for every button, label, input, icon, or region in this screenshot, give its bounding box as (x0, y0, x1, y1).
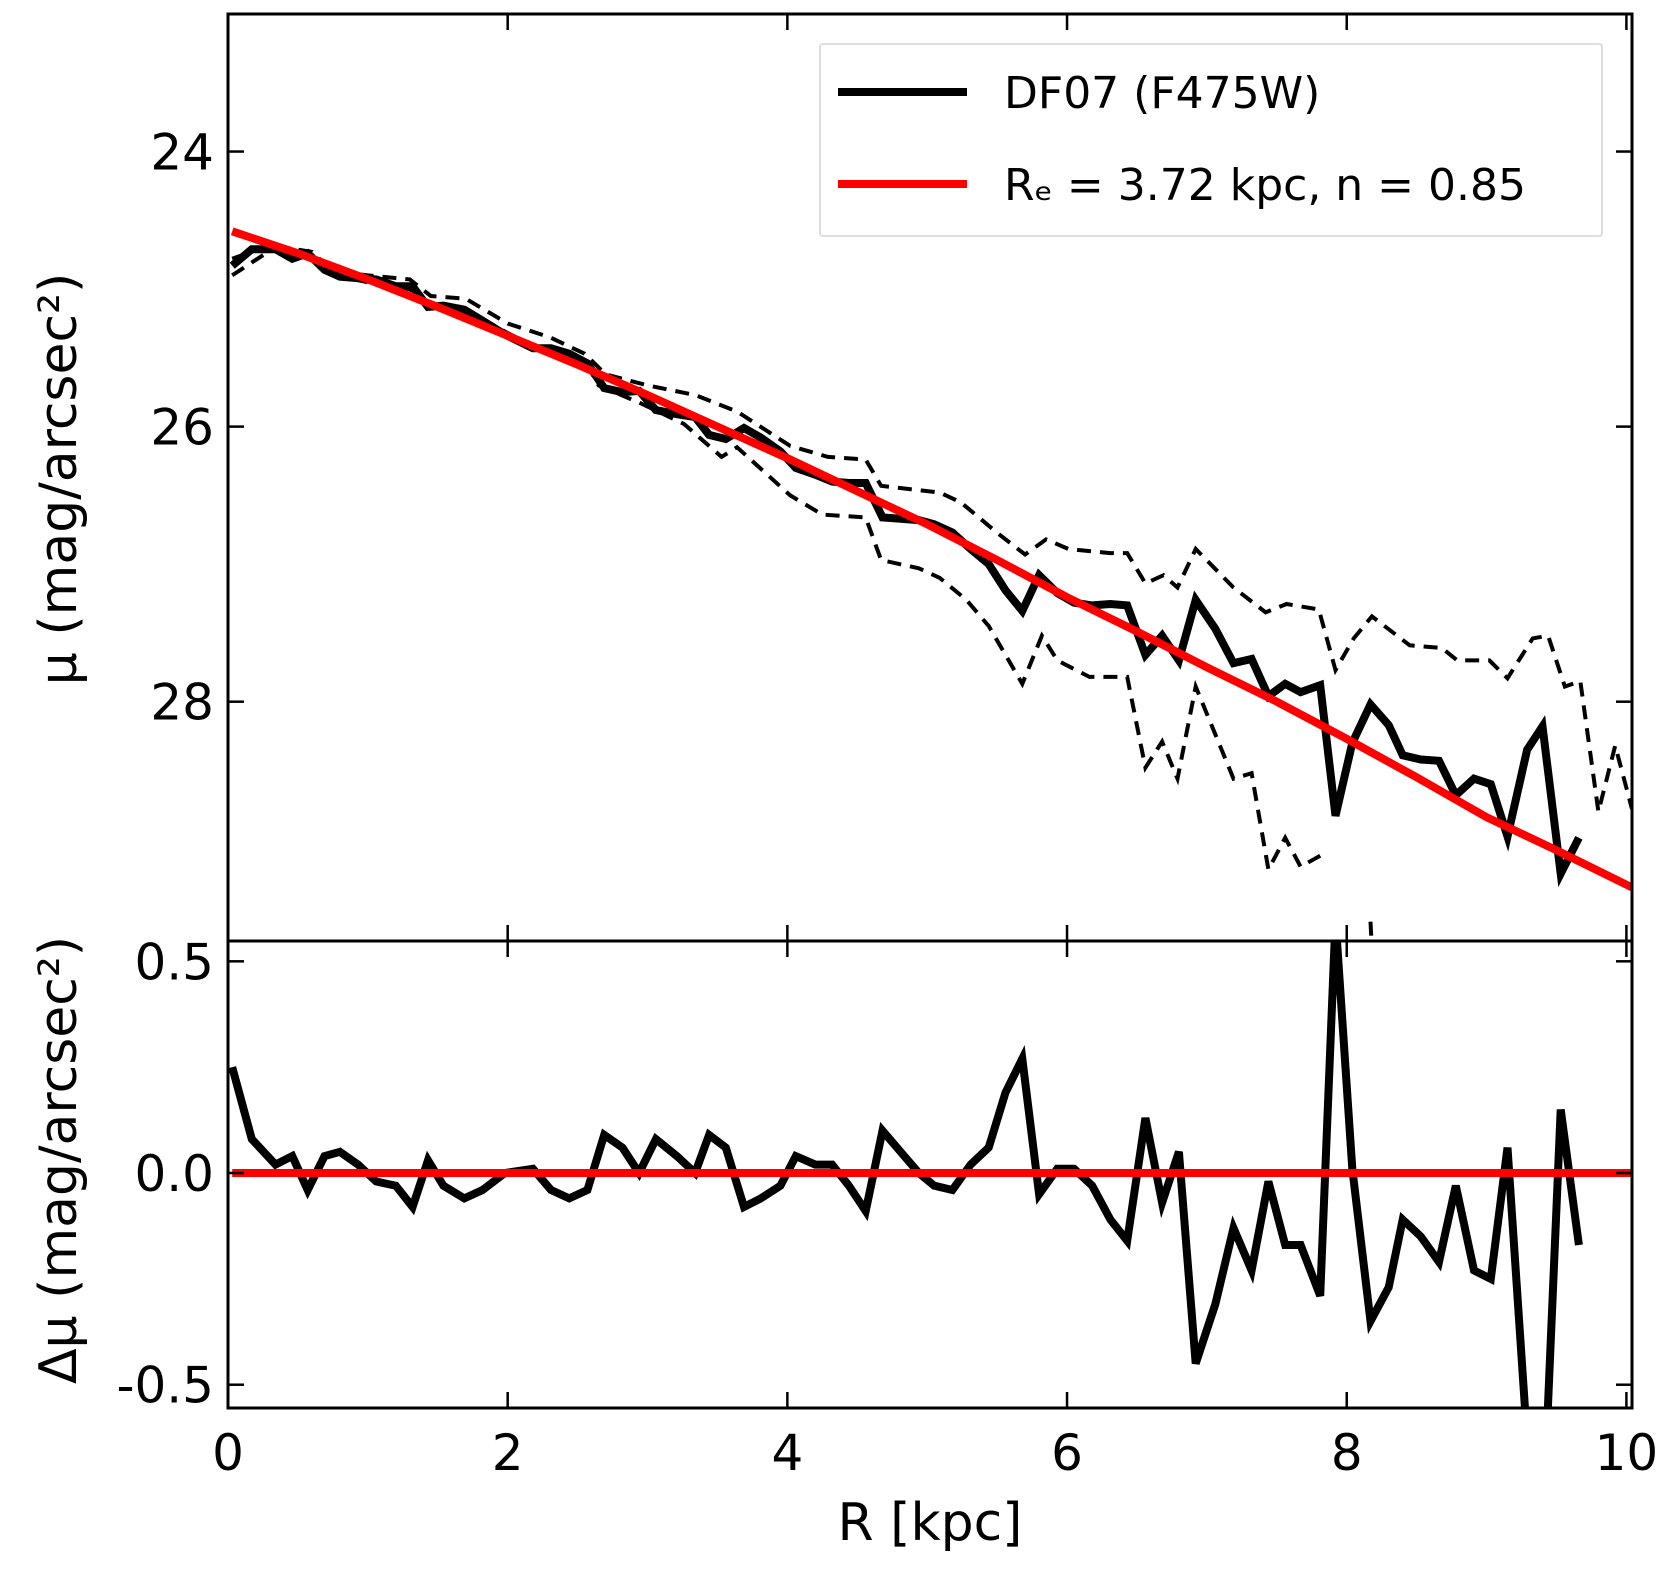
legend-label: Rₑ = 3.72 kpc, n = 0.85 (1004, 160, 1526, 211)
x-tick-label: 8 (1331, 1424, 1363, 1482)
line (228, 941, 1583, 1408)
y-tick-label: 24 (150, 124, 214, 182)
y-tick-label: 0.5 (134, 933, 214, 991)
x-tick-label: 6 (1051, 1424, 1083, 1482)
y-tick-label: 0.0 (134, 1145, 214, 1203)
series-group (229, 245, 1583, 888)
series-group (228, 941, 1583, 1408)
series-group (230, 227, 1632, 891)
x-tick-label: 10 (1595, 1424, 1659, 1482)
x-tick-label: 2 (492, 1424, 524, 1482)
line (229, 245, 1583, 888)
series-group (231, 243, 1632, 813)
dashed-line (231, 248, 1374, 941)
series-group (231, 248, 1374, 941)
y-axis-label: Δμ (mag/arcsec²) (29, 936, 89, 1384)
x-tick-label: 4 (771, 1424, 803, 1482)
x-axis-label: R [kpc] (838, 1493, 1023, 1553)
legend-label: DF07 (F475W) (1004, 68, 1320, 119)
y-tick-label: 28 (150, 674, 214, 732)
dashed-line (231, 243, 1632, 813)
y-tick-label: -0.5 (116, 1357, 214, 1415)
x-tick-label: 0 (212, 1424, 244, 1482)
legend-box (819, 43, 1603, 237)
y-axis-label: μ (mag/arcsec²) (29, 273, 89, 685)
line (230, 227, 1632, 891)
axes-frame (226, 939, 1634, 1410)
y-tick-label: 26 (150, 399, 214, 457)
